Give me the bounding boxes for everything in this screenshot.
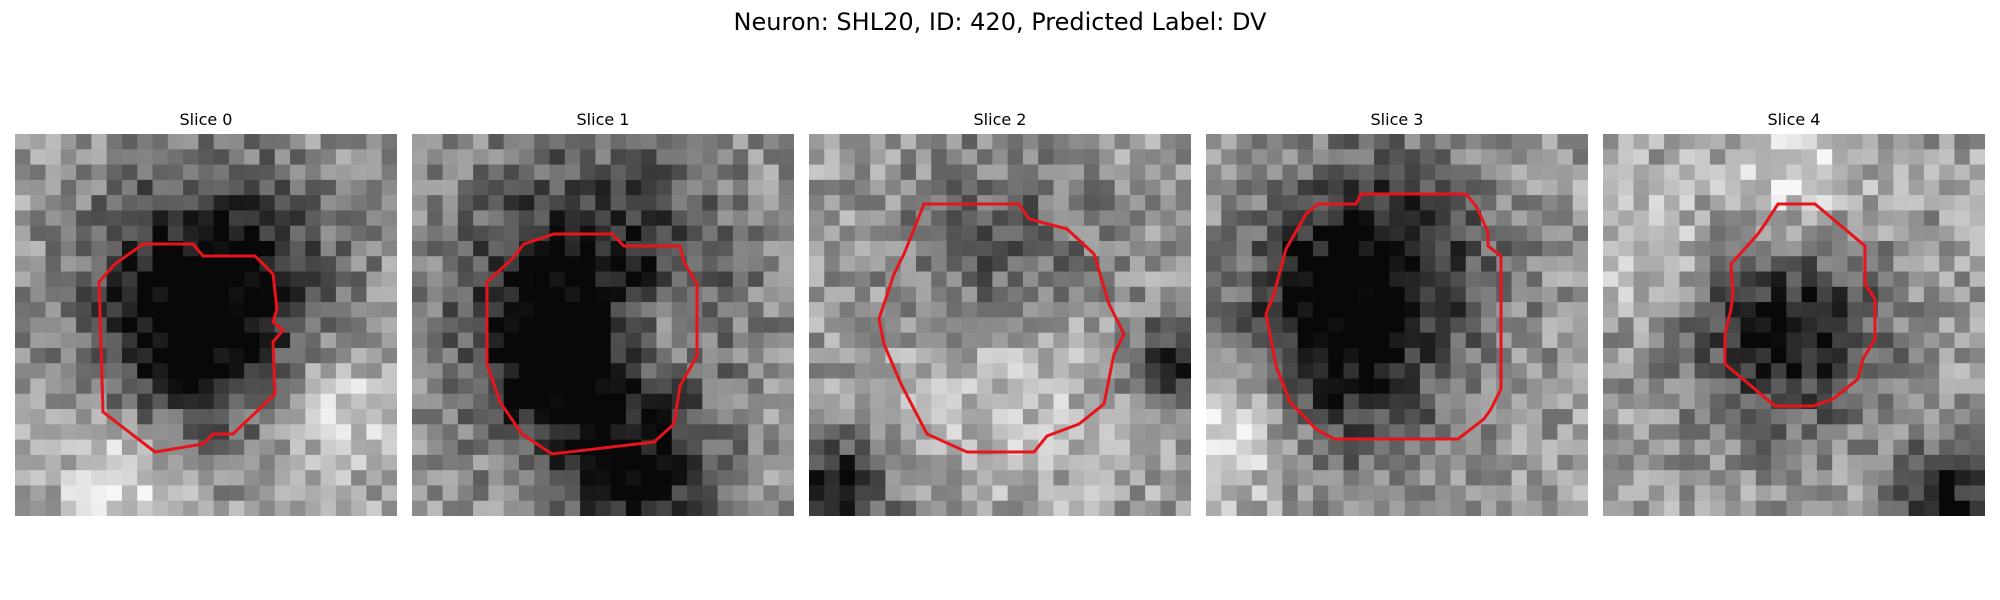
slice-panel-1: Slice 1 xyxy=(412,108,794,516)
figure-title: Neuron: SHL20, ID: 420, Predicted Label:… xyxy=(733,8,1267,36)
slice-panel-3: Slice 3 xyxy=(1206,108,1588,516)
roi-contour xyxy=(1723,202,1877,408)
grayscale-patch xyxy=(1206,134,1588,516)
roi-contour xyxy=(97,242,286,454)
grayscale-patch xyxy=(1603,134,1985,516)
slice-title: Slice 1 xyxy=(576,110,630,129)
grayscale-patch xyxy=(809,134,1191,516)
slice-title: Slice 4 xyxy=(1767,110,1821,129)
slice-image xyxy=(1206,134,1588,516)
roi-contour xyxy=(877,202,1126,454)
grayscale-patch xyxy=(15,134,397,516)
roi-contour xyxy=(485,232,699,456)
grayscale-patch xyxy=(412,134,794,516)
slice-panel-2: Slice 2 xyxy=(809,108,1191,516)
slice-image xyxy=(1603,134,1985,516)
slice-panel-4: Slice 4 xyxy=(1603,108,1985,516)
slice-panel-0: Slice 0 xyxy=(15,108,397,516)
slice-image xyxy=(412,134,794,516)
slice-image xyxy=(15,134,397,516)
slice-title: Slice 2 xyxy=(973,110,1027,129)
slice-title: Slice 3 xyxy=(1370,110,1424,129)
slice-image xyxy=(809,134,1191,516)
slice-title: Slice 0 xyxy=(179,110,233,129)
roi-contour xyxy=(1264,192,1503,441)
